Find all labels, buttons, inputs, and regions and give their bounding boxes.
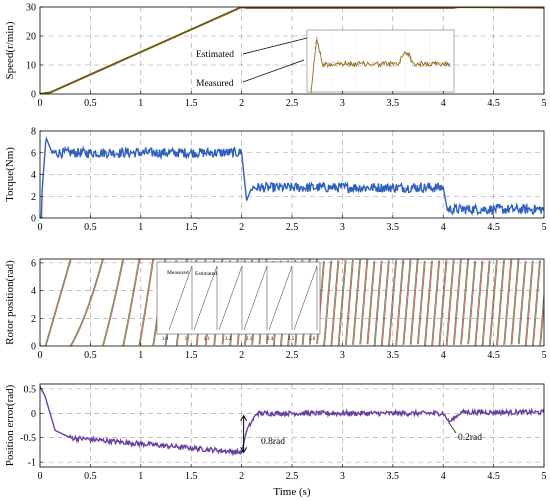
x-tick-label: 2 — [239, 471, 244, 482]
inset-measured-line — [310, 39, 451, 93]
panel-2: 0 0.5 1 1.5 2 2.5 3 3.5 4 4.5 5 0 2 4 6 8 Torque(Nm) — [4, 127, 547, 234]
y-tick-label: -1 — [28, 458, 36, 469]
x-tick-label: 3 — [340, 350, 345, 361]
x-tick-label: 3.5 — [387, 222, 400, 233]
annotation-estimated: Estimated — [196, 50, 234, 60]
x-tick-label: 3.5 — [387, 98, 400, 109]
panel-1: Estimated Measured 0 0.5 1 1.5 2 2.5 3 3.5 4 4.5 5 0 1… — [4, 3, 547, 110]
x-tick-label: 0.5 — [84, 222, 97, 233]
x-tick-label: 0 — [38, 222, 43, 233]
y-tick-label: 30 — [26, 3, 36, 14]
x-tick-label: 1 — [138, 350, 143, 361]
x-tick-label: 2.5 — [286, 222, 299, 233]
x-tick-label: 3 — [340, 98, 345, 109]
panel-4: 0.8rad 0.2rad Time (s) 0 0.5 1 1.5 2 2.5 3 3.5 4 4.5… — [4, 383, 547, 498]
inset-label-estimated: Estimated — [195, 271, 217, 277]
panel-3: Measured Estimated 1.9 2 2.1 2.2 2.3 2.4 2.5 2.6 0… — [4, 258, 547, 361]
x-tick-label: 4.5 — [487, 350, 500, 361]
inset-tick-label: 2.1 — [204, 337, 211, 342]
x-tick-label: 3.5 — [387, 350, 400, 361]
y-tick-label: 0 — [31, 342, 36, 353]
x-tick-label: 4.5 — [487, 222, 500, 233]
y-axis-title: Position error(rad) — [4, 384, 16, 466]
inset-tick-label: 2.6 — [309, 337, 316, 342]
y-tick-label: 4 — [31, 286, 36, 297]
x-tick-label: 2.5 — [286, 350, 299, 361]
x-tick-label: 0 — [38, 350, 43, 361]
x-tick-label: 5 — [542, 350, 547, 361]
y-tick-label: 6 — [31, 148, 36, 159]
x-tick-label: 3 — [340, 222, 345, 233]
x-tick-label: 0.5 — [84, 471, 97, 482]
inset-box — [156, 261, 321, 335]
annotation-arrow-measured — [242, 59, 305, 83]
inset-estimated-line — [310, 36, 451, 91]
y-axis-title: Speed(r/min) — [4, 21, 16, 79]
annotation-measured: Measured — [196, 79, 234, 89]
y-tick-label: 6 — [31, 258, 36, 269]
inset-tick-label: 2.2 — [225, 337, 232, 342]
x-tick-label: 3 — [340, 471, 345, 482]
x-tick-label: 0.5 — [84, 350, 97, 361]
x-tick-label: 2 — [239, 350, 244, 361]
x-tick-label: 2 — [239, 98, 244, 109]
x-tick-label: 1.5 — [185, 471, 198, 482]
y-tick-label: 0 — [31, 90, 36, 101]
y-tick-label: 20 — [26, 32, 36, 43]
annotation-arrow-0.2rad — [448, 422, 457, 434]
plot-area — [40, 386, 544, 457]
inset-label-measured: Measured — [167, 270, 189, 276]
x-tick-label: 2.5 — [286, 471, 299, 482]
x-tick-label: 2 — [239, 222, 244, 233]
y-tick-label: 8 — [31, 127, 36, 138]
x-tick-label: 0 — [38, 98, 43, 109]
inset-sawtooth — [168, 265, 318, 331]
x-tick-label: 2.5 — [286, 98, 299, 109]
annotation-0.8rad: 0.8rad — [261, 437, 285, 447]
inset-tick-label: 2 — [185, 337, 188, 342]
x-axis-title: Time (s) — [273, 486, 311, 498]
y-tick-label: 2 — [31, 192, 36, 203]
inset-tick-label: 2.4 — [267, 337, 274, 342]
x-tick-label: 4.5 — [487, 471, 500, 482]
y-tick-label: 0 — [31, 214, 36, 225]
y-axis-title: Rotor position(rad) — [4, 260, 16, 345]
y-tick-label: 0 — [31, 409, 36, 420]
x-tick-label: 1 — [138, 98, 143, 109]
x-tick-label: 4.5 — [487, 98, 500, 109]
x-tick-label: 4 — [441, 471, 446, 482]
x-tick-label: 0.5 — [84, 98, 97, 109]
x-tick-label: 3.5 — [387, 471, 400, 482]
x-tick-label: 1.5 — [185, 98, 198, 109]
x-tick-label: 5 — [542, 222, 547, 233]
y-tick-label: 4 — [31, 170, 36, 181]
x-tick-label: 5 — [542, 98, 547, 109]
arrow-head — [240, 447, 248, 454]
x-tick-label: 4 — [441, 350, 446, 361]
series-line-position-error — [40, 386, 544, 457]
x-tick-label: 1 — [138, 222, 143, 233]
inset-tick-label: 2.5 — [288, 337, 295, 342]
x-tick-label: 4 — [441, 222, 446, 233]
x-tick-label: 1 — [138, 471, 143, 482]
inset-tick-label: 1.9 — [162, 337, 169, 342]
y-tick-label: 0.5 — [24, 384, 37, 395]
x-tick-label: 1.5 — [185, 350, 198, 361]
y-tick-label: -0.5 — [20, 433, 36, 444]
x-tick-label: 4 — [441, 98, 446, 109]
y-tick-label: 2 — [31, 314, 36, 325]
series-line-torque — [40, 136, 544, 218]
x-tick-label: 0 — [38, 471, 43, 482]
x-tick-label: 1.5 — [185, 222, 198, 233]
annotation-0.2rad: 0.2rad — [458, 433, 482, 443]
arrow-head — [240, 414, 248, 421]
annotation-arrow-estimated — [242, 37, 308, 55]
y-axis-title: Torque(Nm) — [4, 147, 16, 202]
x-tick-label: 5 — [542, 471, 547, 482]
y-tick-label: 10 — [26, 61, 36, 72]
plot-area — [40, 136, 544, 218]
inset-tick-label: 2.3 — [246, 337, 253, 342]
